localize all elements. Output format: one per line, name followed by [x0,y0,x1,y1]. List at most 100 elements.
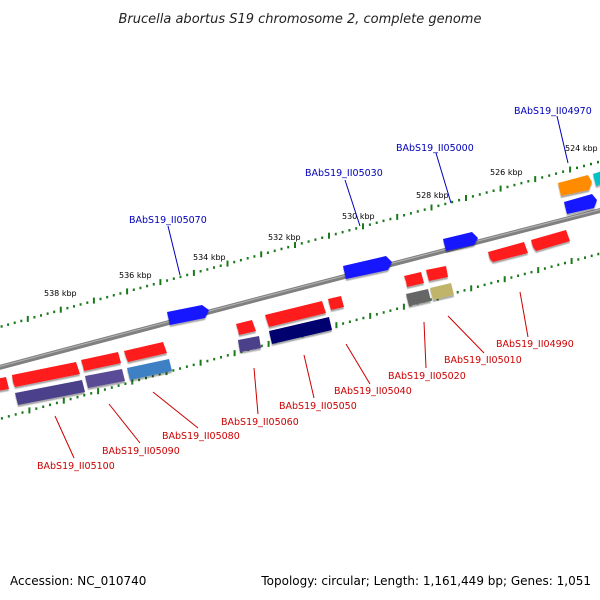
gene-feature[interactable] [167,305,209,325]
minor-tick [362,316,365,320]
gene-feature[interactable] [265,301,326,327]
minor-tick [334,232,337,236]
minor-tick [280,247,283,251]
gene-feature[interactable] [124,342,167,362]
minor-tick [219,264,222,267]
minor-tick [527,180,530,183]
gene-label[interactable]: BAbS19_II05080 [162,431,240,442]
major-tick [26,315,29,322]
minor-tick [389,217,392,221]
gene-feature[interactable] [564,194,597,214]
minor-tick [103,388,106,391]
gene-feature[interactable] [593,171,600,186]
major-tick [159,279,162,286]
minor-tick [172,277,175,280]
minor-tick [577,258,580,261]
minor-tick [132,288,135,291]
minor-tick [226,354,229,357]
gene-label[interactable]: BAbS19_II04970 [514,106,592,117]
minor-tick [119,292,122,295]
minor-tick [79,303,82,306]
minor-tick [314,238,317,241]
minor-tick [416,210,419,213]
minor-tick [307,240,310,243]
minor-tick [355,318,358,322]
gene-label[interactable]: BAbS19_II05030 [305,168,383,179]
gene-feature[interactable] [269,317,332,344]
gene-label[interactable]: BAbS19_II05000 [396,143,474,154]
minor-tick [179,367,182,370]
minor-tick [355,227,358,230]
gene-label[interactable]: BAbS19_II05060 [221,417,299,428]
gene-feature[interactable] [426,266,448,281]
kbp-label: 532 kbp [268,233,301,242]
minor-tick [497,280,499,283]
major-tick [396,213,399,220]
minor-tick [513,183,516,187]
minor-tick [557,263,560,267]
minor-tick [348,320,351,323]
major-tick [233,350,236,357]
gene-label[interactable]: BAbS19_II05040 [334,386,412,397]
gene-label[interactable]: BAbS19_II04990 [496,339,574,350]
minor-tick [550,265,553,268]
gene-feature[interactable] [488,242,528,262]
minor-tick [106,295,109,299]
outer-tick-ring [0,160,599,328]
minor-tick [35,407,38,410]
gene-label[interactable]: BAbS19_II05070 [129,215,207,226]
minor-tick [437,204,440,208]
gene-feature[interactable] [404,272,424,287]
gene-label[interactable]: BAbS19_II05090 [102,446,180,457]
kbp-label: 538 kbp [44,289,77,298]
gene-feature[interactable] [12,362,80,387]
minor-tick [146,284,149,288]
major-tick [294,242,296,248]
minor-tick [368,223,371,226]
kbp-label: 530 kbp [342,212,375,221]
gene-feature[interactable] [558,175,592,196]
major-tick [92,297,95,304]
gene-feature[interactable] [15,380,85,405]
minor-tick [233,260,236,264]
gene-feature[interactable] [81,352,121,371]
kbp-label: 536 kbp [119,271,152,280]
gene-label[interactable]: BAbS19_II05020 [388,371,466,382]
gene-feature[interactable] [406,289,431,306]
gene-feature[interactable] [531,230,570,251]
minor-tick [520,181,523,185]
minor-tick [409,212,412,215]
gene-feature[interactable] [328,296,344,310]
gene-feature[interactable] [443,232,478,251]
minor-tick [206,359,209,363]
major-tick [402,303,405,310]
gene-feature[interactable] [0,377,9,391]
minor-tick [458,198,461,202]
minor-tick [543,267,546,270]
gene-feature[interactable] [85,369,125,388]
gene-feature[interactable] [236,320,256,335]
kbp-labels: 524 kbp 526 kbp 528 kbp 530 kbp 532 kbp … [44,144,598,298]
minor-tick [483,283,486,287]
minor-tick [0,325,3,328]
minor-tick [584,256,586,259]
major-tick [328,232,330,239]
minor-tick [90,392,93,395]
minor-tick [40,314,42,317]
major-tick [226,260,229,267]
minor-tick [300,242,303,245]
minor-tick [564,261,566,265]
minor-tick [463,289,466,292]
gene-feature[interactable] [430,283,454,300]
gene-label[interactable]: BAbS19_II05010 [444,355,522,366]
gene-label[interactable]: BAbS19_II05100 [37,461,115,472]
gene-feature[interactable] [127,359,172,380]
minor-tick [206,268,209,271]
gene-feature[interactable] [238,336,261,352]
gene-label[interactable]: BAbS19_II05050 [279,401,357,412]
gene-feature[interactable] [343,256,392,279]
minor-tick [13,321,16,324]
minor-tick [555,172,558,175]
minor-tick [456,291,459,294]
minor-tick [375,313,378,316]
